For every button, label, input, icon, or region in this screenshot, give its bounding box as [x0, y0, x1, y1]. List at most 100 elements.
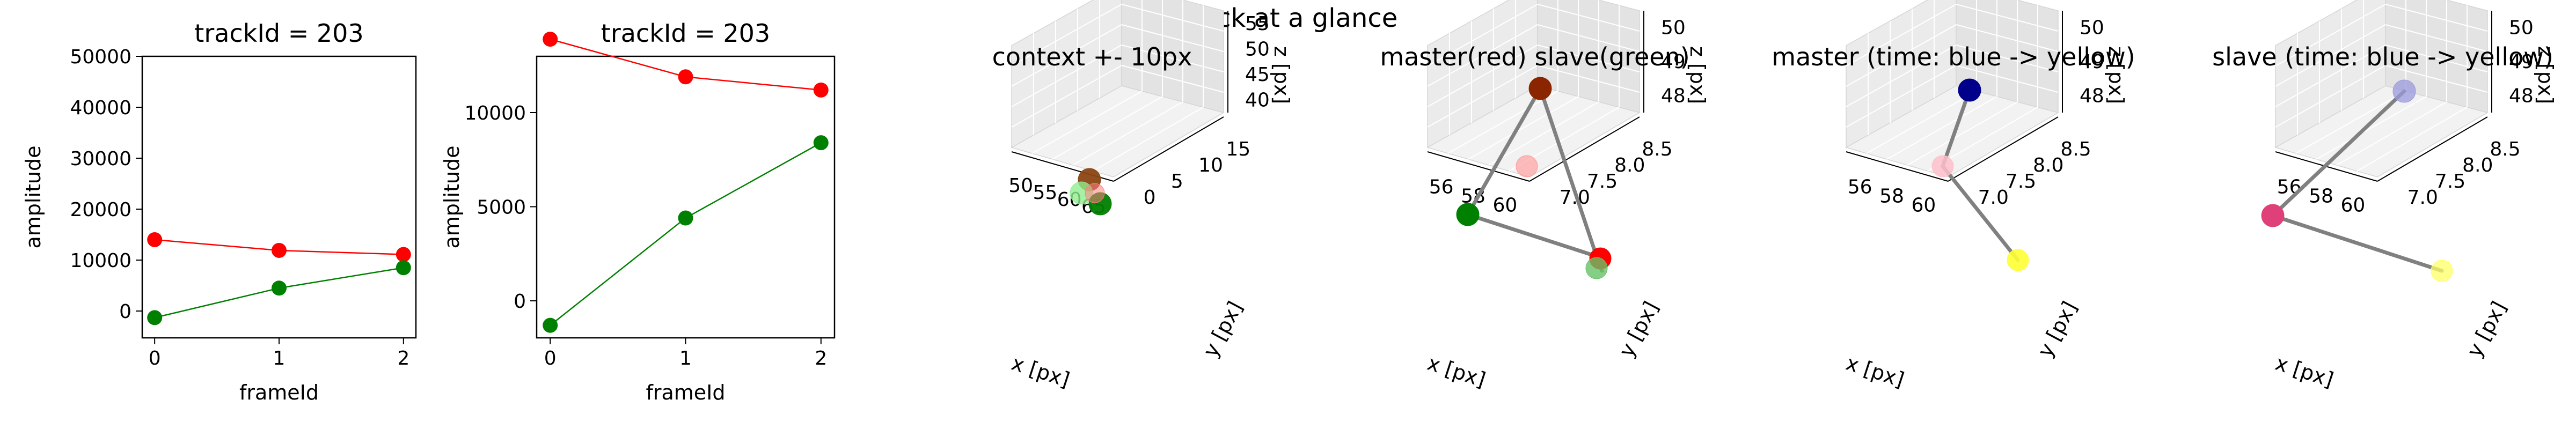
grid-line: [1537, 24, 1640, 52]
x-tick-label: 50: [1008, 175, 1033, 197]
x-tick-label: 0: [544, 347, 557, 369]
y-tick-label: 8.0: [2033, 154, 2063, 176]
3d-panel-1: 5055606505101540455055x [px]y [px]z [px]…: [992, 0, 1293, 392]
z-axis-label: z [px]: [1686, 46, 1709, 104]
grid-line: [1011, 4, 1122, 66]
plot-frame: [536, 55, 836, 339]
y-tick-label: 50000: [70, 46, 131, 68]
track-point: [2261, 204, 2285, 227]
x-axis-label: frameId: [646, 381, 725, 404]
track-line: [1538, 86, 1599, 258]
grid-line: [1011, 24, 1122, 87]
y-tick-label: 0: [514, 291, 526, 313]
y-axis-line: [1948, 116, 2059, 182]
track-point: [1528, 77, 1552, 100]
z-tick-label: 40: [1245, 89, 1270, 111]
grid-line: [1427, 4, 1538, 66]
z-tick-label: 45: [1245, 64, 1270, 86]
y-axis-line: [2377, 116, 2488, 182]
track-point: [1585, 257, 1608, 279]
3d-panel-3: 56 58 60 7.07.58.08.5 48 49 50 x [px] y [px] z [p…: [1772, 0, 2135, 392]
grid-line: [1121, 24, 1224, 52]
series-2-point: [543, 317, 558, 333]
grid-line: [2275, 65, 2386, 128]
y-tick-label: 0: [1144, 187, 1156, 209]
y-tick-label: 20000: [70, 199, 131, 221]
track-line: [1941, 88, 1972, 168]
track-line: [2271, 89, 2406, 218]
track-point: [1958, 78, 1981, 102]
x-tick-label: 2: [815, 347, 827, 369]
grid-line: [1427, 45, 1538, 107]
grid-line: [2385, 45, 2488, 72]
track-point: [2431, 260, 2453, 282]
x-tick-label: 60: [1492, 195, 1517, 217]
grid-line: [1447, 91, 1558, 154]
grid-line: [1956, 45, 2059, 72]
z-tick-label: 49: [1661, 51, 1686, 73]
series-1-point: [543, 32, 558, 47]
y-tick-label: 5: [1171, 171, 1183, 193]
track-point: [1516, 155, 1538, 177]
y-axis-label: y [px]: [1614, 298, 1663, 361]
grid-line: [1121, 4, 1224, 32]
grid-line: [1846, 65, 1957, 128]
grid-line: [1956, 24, 2059, 52]
grid-line: [1846, 45, 1957, 107]
series-1-point: [272, 242, 287, 258]
grid-line: [1072, 101, 1183, 166]
x-axis-label: x [px]: [2273, 351, 2337, 392]
grid-line: [2275, 4, 2386, 66]
grid-line: [1427, 24, 1538, 87]
x-axis-line: [1846, 151, 1949, 182]
y-tick-label: 30000: [70, 148, 131, 170]
chart-title: master(red) slave(green): [1380, 42, 1689, 71]
series-1-point: [678, 69, 693, 85]
series-2-point: [678, 210, 693, 226]
y-axis-label: y [px]: [2462, 298, 2511, 361]
grid-line: [1846, 4, 1957, 66]
series-line-2: [550, 142, 822, 326]
grid-line: [1537, 45, 1640, 72]
grid-line: [1121, 65, 1224, 93]
y-axis-label: y [px]: [2033, 298, 2082, 361]
z-axis-label: z [px]: [2104, 46, 2128, 104]
z-tick-label: 50: [1245, 38, 1270, 60]
grid-line: [2275, 45, 2386, 107]
x-tick-label: 56: [1429, 176, 1454, 198]
x-axis-label: x [px]: [1843, 351, 1907, 392]
y-tick-label: 15: [1226, 138, 1250, 160]
grid-line: [2385, 65, 2488, 93]
grid-line: [1537, 65, 1640, 93]
y-tick-label: 7.5: [2435, 171, 2465, 193]
z-tick-label: 48: [2509, 85, 2534, 107]
grid-line: [1121, 45, 1224, 72]
series-1-point: [147, 232, 163, 247]
z-tick-label: 49: [2080, 51, 2104, 73]
series-2-point: [813, 135, 829, 151]
y-tick-label: 10: [1198, 154, 1223, 176]
track-line: [2271, 213, 2444, 273]
x-tick-label: 56: [2277, 176, 2302, 198]
grid-line: [1537, 4, 1640, 32]
z-axis-label: z [px]: [2534, 46, 2557, 104]
chart-title: slave (time: blue -> yellow): [2212, 42, 2553, 71]
z-tick-label: 49: [2509, 51, 2534, 73]
x-tick-label: 58: [2309, 186, 2333, 208]
y-tick-label: 40000: [70, 97, 131, 119]
line-chart-2: 0 1 2 0 5000 10000 trackId = 203 frameId amplitu…: [440, 19, 836, 404]
y-tick-label: 10000: [70, 250, 131, 272]
x-tick-label: 60: [2340, 195, 2365, 217]
y-axis-label: y [px]: [1198, 298, 1247, 361]
x-tick-label: 1: [679, 347, 692, 369]
grid-line: [2275, 24, 2386, 87]
series-2-point: [396, 260, 411, 276]
grid-line: [2336, 101, 2447, 166]
z-tick-label: 48: [2080, 85, 2104, 107]
grid-line: [2316, 96, 2427, 160]
track-point: [1456, 203, 1480, 226]
grid-line: [1488, 101, 1599, 166]
grid-line: [1846, 24, 1957, 87]
track-point: [1085, 183, 1105, 203]
